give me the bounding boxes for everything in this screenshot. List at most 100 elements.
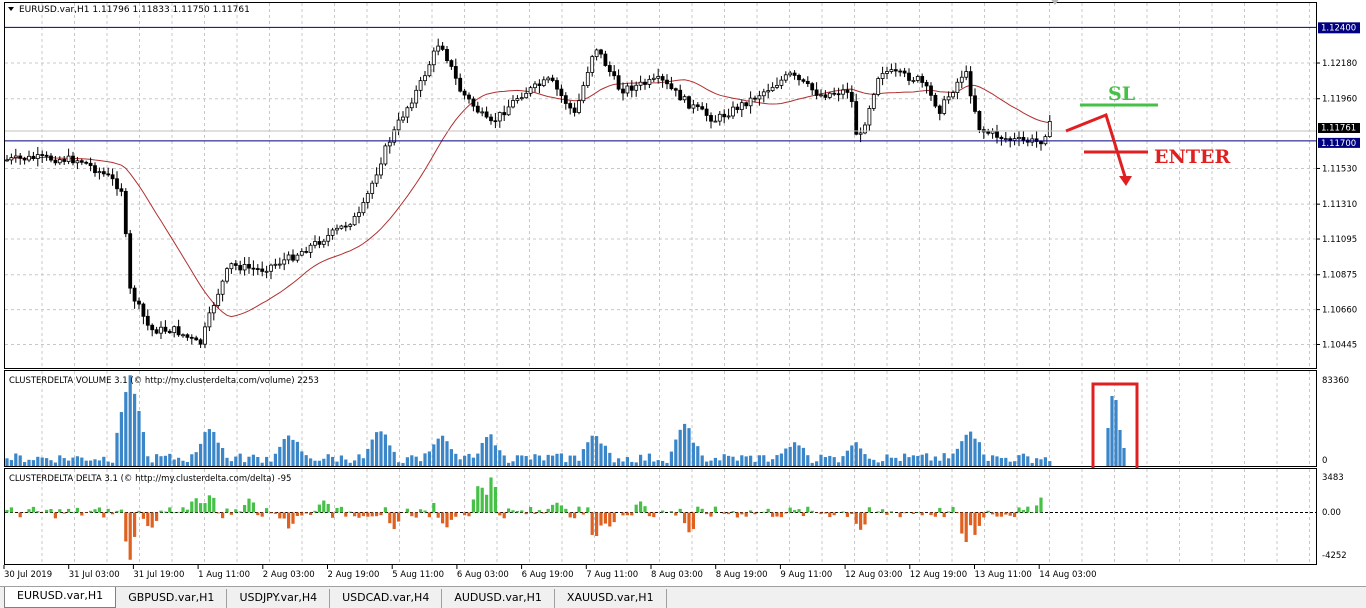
volume-bar (806, 455, 810, 466)
candle-body (467, 94, 471, 100)
candle-body (282, 259, 287, 265)
candle-body (687, 96, 691, 109)
volume-bar (903, 453, 907, 466)
tab-usdjpy-h4[interactable]: USDJPY.var,H4 (227, 589, 331, 608)
time-label: 5 Aug 11:00 (392, 570, 444, 580)
delta-bar-negative (911, 512, 915, 515)
volume-bar (463, 455, 467, 466)
volume-bar (933, 456, 937, 466)
volume-bar (669, 451, 673, 466)
volume-bar (841, 456, 845, 466)
volume-bar (735, 460, 739, 466)
candle-body (766, 90, 771, 93)
delta-bar-positive (586, 507, 590, 513)
volume-bar (590, 435, 594, 466)
delta-bar-negative (498, 512, 502, 516)
delta-bar-negative (608, 512, 612, 527)
volume-bar (392, 451, 396, 466)
tab-xauusd-h1[interactable]: XAUUSD.var,H1 (555, 589, 667, 608)
delta-bar-positive (634, 504, 638, 513)
volume-bar (414, 456, 418, 466)
candle-body (805, 80, 810, 85)
candle-body (379, 163, 383, 176)
delta-bar-positive (339, 506, 343, 513)
volume-bar (520, 455, 524, 466)
candle-body (1021, 136, 1026, 141)
tab-eurusd-h1[interactable]: EURUSD.var,H1 (4, 587, 117, 608)
delta-bar-negative (823, 512, 827, 514)
delta-bar-positive (700, 508, 704, 513)
volume-bar (793, 442, 797, 466)
volume-bar (942, 453, 946, 466)
delta-bar-negative (410, 512, 414, 517)
volume-bar (797, 445, 801, 466)
volume-bar (335, 461, 339, 466)
delta-bar-negative (775, 512, 779, 517)
delta-bar-positive (177, 511, 181, 513)
candle-body (1008, 138, 1013, 141)
delta-bar-negative (467, 512, 471, 517)
tab-audusd-h1[interactable]: AUDUSD.var,H1 (442, 589, 555, 608)
delta-bar-positive (520, 510, 524, 513)
volume-bar (863, 454, 867, 466)
tab-gbpusd-h1[interactable]: GBPUSD.var,H1 (116, 589, 228, 608)
tab-usdcad-h4[interactable]: USDCAD.var,H4 (330, 589, 443, 608)
chart-canvas[interactable]: 1.12180 1.11960 1.11530 1.11310 1.11095 1.108… (0, 0, 1366, 586)
delta-bar-positive (243, 505, 247, 513)
volume-bar (511, 461, 515, 466)
candle-body (607, 65, 612, 73)
svg-text:1.12400: 1.12400 (1321, 23, 1356, 33)
candle-body (396, 119, 401, 131)
volume-bars (5, 375, 1126, 466)
delta-bar-negative (621, 512, 625, 516)
delta-bar-positive (9, 507, 13, 513)
candle-body (216, 293, 221, 306)
volume-bar (925, 453, 929, 466)
delta-bar-positive (31, 506, 35, 513)
delta-bar-positive (163, 511, 167, 513)
volume-scale-top: 83360 (1322, 376, 1349, 386)
delta-bar-positive (265, 508, 269, 513)
price-label: 1.10445 (1322, 340, 1357, 350)
volume-bar (700, 455, 704, 466)
delta-bar-negative (216, 512, 220, 514)
volume-bar (784, 448, 788, 466)
volume-bar (599, 443, 603, 466)
candle-body (594, 49, 599, 58)
delta-bar-negative (287, 512, 291, 529)
delta-bar-positive (313, 510, 317, 513)
candle-body (502, 112, 507, 116)
delta-scale-bottom: -4252 (1322, 551, 1347, 561)
candle-body (616, 75, 621, 90)
candle-body (181, 334, 185, 337)
volume-bar-highlight (1118, 430, 1122, 466)
candle-body (35, 154, 40, 159)
volume-bar-highlight (1114, 400, 1118, 466)
volume-bar (938, 460, 942, 466)
volume-bar (427, 451, 431, 466)
price-label: 1.10875 (1322, 271, 1357, 281)
price-label: 1.11530 (1322, 164, 1357, 174)
volume-bar (436, 438, 440, 466)
delta-bar-positive (106, 508, 110, 513)
volume-bar (656, 460, 660, 466)
delta-bar-positive (185, 509, 189, 513)
candle-body (691, 104, 696, 109)
delta-bar-negative (1008, 512, 1012, 516)
delta-bar-negative (260, 512, 264, 517)
candle-body (581, 85, 586, 102)
delta-bar-positive (1026, 506, 1030, 513)
volume-bar (489, 434, 493, 466)
delta-bar-negative (845, 512, 849, 517)
delta-bar-negative (885, 512, 889, 515)
one-click-trading-toggle-icon[interactable] (1050, 0, 1060, 5)
volume-bar-highlight (1106, 428, 1110, 466)
volume-bar (31, 460, 35, 466)
delta-bar-negative (960, 512, 964, 534)
volume-bar-highlight (1110, 396, 1114, 466)
candle-body (964, 71, 969, 78)
svg-text:SL: SL (1108, 83, 1135, 105)
candle-body (255, 268, 260, 270)
chart-menu-icon[interactable] (8, 7, 14, 11)
delta-bar-negative (999, 512, 1003, 517)
